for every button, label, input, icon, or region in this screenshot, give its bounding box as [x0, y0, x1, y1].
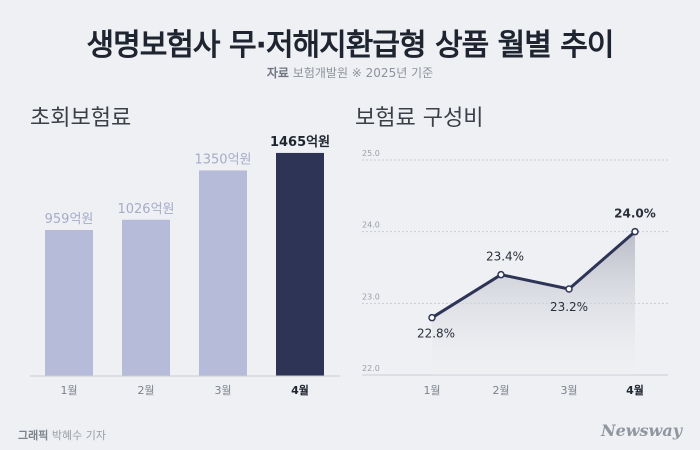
y-tick-label: 22.0	[362, 364, 380, 373]
bar-4	[276, 152, 324, 376]
bar-chart: 959억원 1026억원 1350억원 1465억원 1월 2월 3월 4월	[30, 135, 340, 397]
brand-logo: Newsway	[600, 421, 682, 440]
credit-value: 박혜수 기자	[51, 429, 106, 442]
y-tick-label: 23.0	[362, 292, 380, 301]
bar-chart-title: 초회보험료	[30, 106, 132, 131]
bar-value-label: 959억원	[45, 212, 94, 227]
bar-category-label: 2월	[137, 384, 154, 397]
bar-1	[45, 229, 93, 376]
bar-value-label: 1465억원	[270, 135, 330, 150]
point-value-label: 24.0%	[614, 207, 656, 221]
point-value-label: 23.4%	[486, 250, 524, 264]
area-fill	[432, 231, 635, 375]
bar-3	[199, 170, 247, 376]
bar-category-label: 4월	[291, 383, 309, 397]
bar-2	[122, 219, 170, 376]
line-category-label: 4월	[626, 383, 644, 397]
source-label: 자료	[266, 66, 289, 80]
data-point	[428, 313, 436, 322]
y-tick-label: 25.0	[362, 149, 380, 158]
point-value-label: 22.8%	[417, 327, 455, 341]
data-point	[565, 285, 573, 293]
bar-value-label: 1350억원	[194, 152, 251, 167]
line-category-label: 2월	[492, 384, 509, 397]
source-line: 자료 보험개발원 ※ 2025년 기준	[0, 64, 700, 81]
line-chart: 22.0 23.0 24.0 25.0 22.8% 23.4% 23.2% 24.0% 1월 2월…	[362, 149, 668, 397]
data-point	[497, 270, 505, 279]
bar-value-label: 1026억원	[117, 202, 174, 217]
point-value-label: 23.2%	[550, 300, 588, 314]
credit-line: 그래픽 박혜수 기자	[18, 427, 106, 443]
data-point	[631, 227, 639, 236]
bar-category-label: 1월	[60, 384, 77, 397]
credit-label: 그래픽	[18, 429, 49, 442]
line-chart-title: 보험료 구성비	[355, 106, 484, 131]
y-tick-label: 24.0	[362, 221, 380, 230]
bar-category-label: 3월	[214, 384, 231, 397]
series-line	[431, 230, 636, 319]
line-category-label: 3월	[560, 384, 577, 397]
line-category-label: 1월	[423, 384, 440, 397]
page-title: 생명보험사 무·저해지환급형 상품 월별 추이	[86, 28, 615, 63]
source-value: 보험개발원 ※ 2025년 기준	[292, 66, 434, 80]
